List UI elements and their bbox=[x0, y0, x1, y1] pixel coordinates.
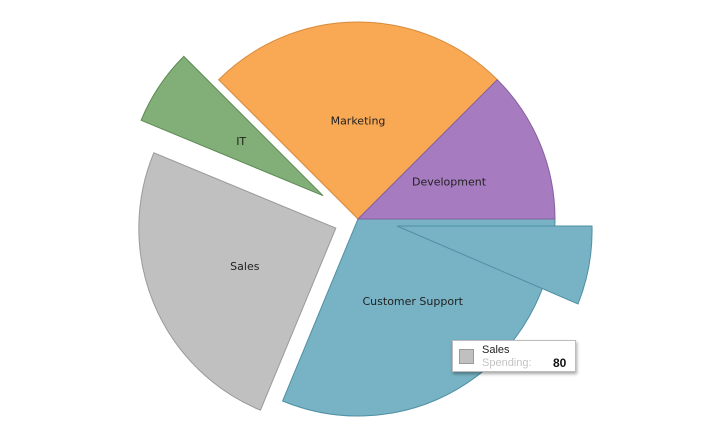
slice-label-it: IT bbox=[236, 135, 246, 148]
tooltip-swatch bbox=[459, 349, 474, 364]
tooltip: Sales Spending: 80 bbox=[452, 340, 576, 372]
pie-slice-it[interactable] bbox=[140, 55, 324, 197]
pie-slice-marketing[interactable] bbox=[217, 21, 499, 220]
slice-label-development: Development bbox=[412, 175, 487, 188]
tooltip-series-label: Spending: bbox=[482, 357, 532, 369]
pie-slice-fragment[interactable] bbox=[396, 225, 593, 305]
slice-label-sales: Sales bbox=[230, 260, 260, 273]
pie-slice-development[interactable] bbox=[356, 78, 556, 220]
pie-slice-sales[interactable] bbox=[138, 152, 337, 411]
slice-label-marketing: Marketing bbox=[331, 115, 386, 128]
tooltip-value: 80 bbox=[553, 356, 567, 370]
tooltip-category: Sales bbox=[482, 344, 510, 356]
slice-label-customer-support: Customer Support bbox=[363, 295, 464, 308]
